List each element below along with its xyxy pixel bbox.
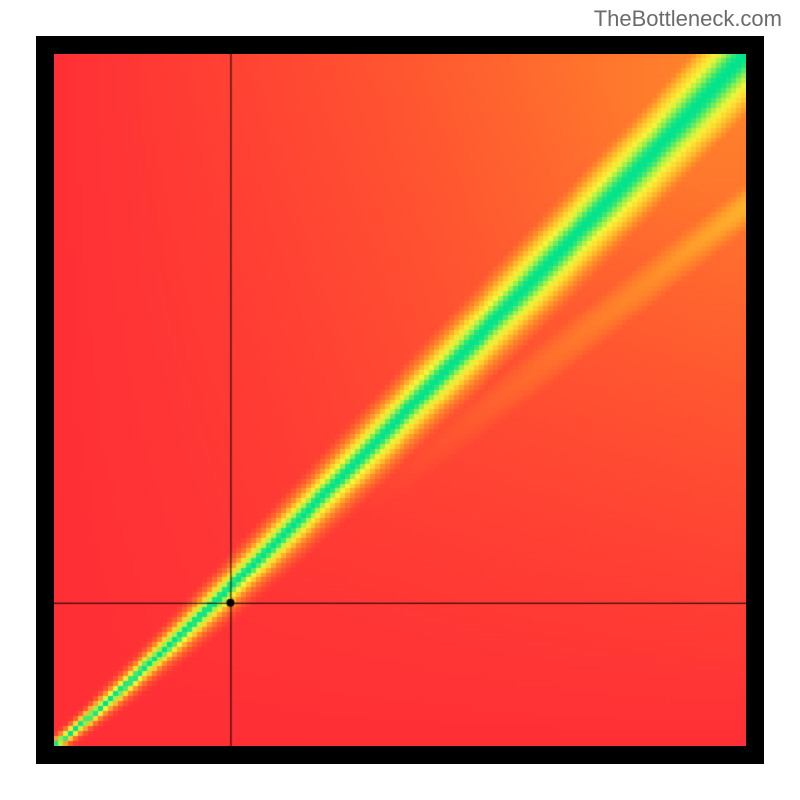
watermark-text: TheBottleneck.com bbox=[594, 6, 782, 32]
chart-outer-frame bbox=[36, 36, 764, 764]
heatmap-plot-area bbox=[54, 54, 746, 746]
heatmap-canvas bbox=[54, 54, 746, 746]
